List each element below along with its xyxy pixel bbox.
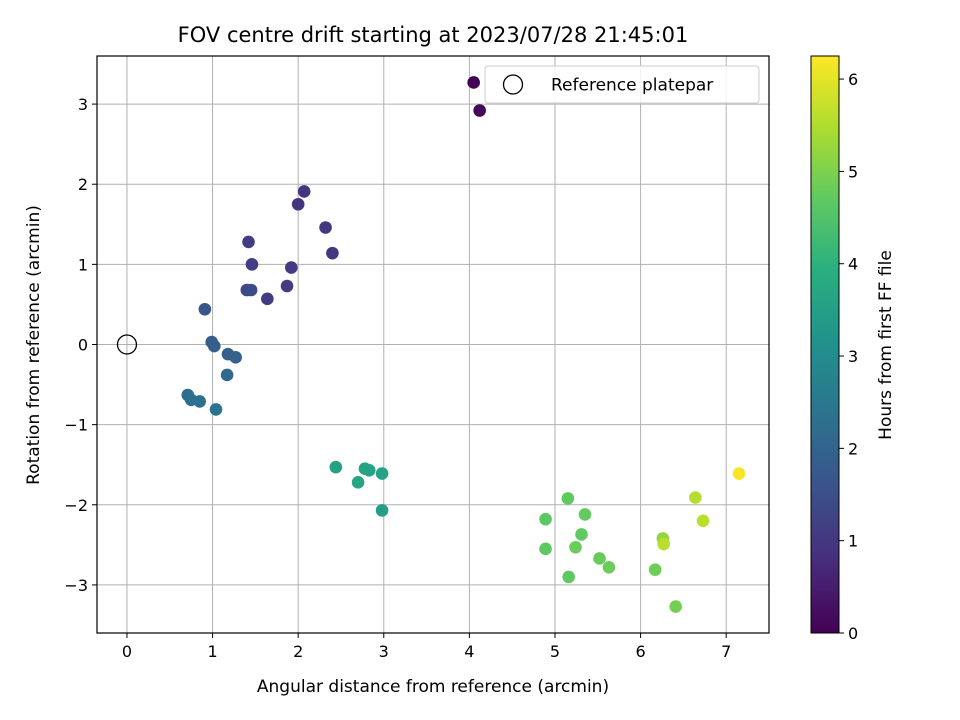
data-point (696, 514, 710, 528)
y-tick-label: −1 (64, 416, 88, 435)
x-tick-label: 5 (550, 642, 560, 661)
data-point (245, 258, 259, 271)
data-point (375, 504, 389, 517)
data-point (229, 351, 242, 364)
data-point (562, 570, 575, 584)
y-tick-label: 2 (78, 175, 88, 194)
colorbar-tick-label: 6 (848, 70, 858, 89)
x-tick-label: 7 (721, 642, 731, 661)
data-point (285, 261, 298, 274)
colorbar-tick-label: 5 (848, 162, 858, 181)
x-tick-label: 3 (379, 642, 389, 661)
legend-entry-reference-platepar: Reference platepar (551, 76, 713, 96)
x-tick-label: 0 (122, 642, 132, 661)
data-point (732, 467, 746, 480)
data-point (575, 528, 588, 541)
x-axis-label: Angular distance from reference (arcmin) (257, 677, 609, 697)
reference-point (116, 334, 138, 355)
data-point (209, 403, 223, 416)
legend: Reference platepar (484, 65, 760, 104)
colorbar-label: Hours from first FF file (876, 250, 896, 440)
legend-marker (502, 74, 524, 95)
y-tick-label: 3 (78, 95, 88, 114)
data-point (689, 491, 702, 504)
reference-marker (116, 334, 138, 355)
y-axis-ticks: −3 −2 −1 0 1 2 3 (64, 95, 97, 595)
data-point (539, 542, 552, 556)
data-point (375, 467, 389, 480)
data-point (539, 512, 552, 526)
data-point (244, 283, 258, 297)
data-point (193, 395, 207, 408)
data-point (220, 368, 234, 382)
colorbar-tick-label: 2 (848, 439, 858, 458)
x-tick-label: 1 (207, 642, 217, 661)
data-point (297, 185, 311, 198)
colorbar: 0 1 2 3 4 5 6 Hours from first FF file (810, 55, 896, 643)
y-tick-label: −3 (64, 576, 88, 595)
colorbar-tick-label: 4 (848, 255, 858, 274)
y-tick-label: 1 (78, 255, 88, 274)
data-point (280, 279, 294, 293)
data-point (593, 552, 606, 565)
x-tick-label: 6 (635, 642, 645, 661)
x-axis-ticks: 0 1 2 3 4 5 6 7 (122, 633, 731, 661)
data-point (648, 563, 662, 576)
data-point (319, 221, 332, 234)
y-tick-label: −2 (64, 496, 88, 515)
data-point (198, 302, 212, 316)
data-point (467, 76, 480, 89)
y-axis-label: Rotation from reference (arcmin) (24, 205, 44, 485)
data-point (561, 492, 575, 505)
data-point (473, 104, 486, 117)
data-point (261, 292, 274, 306)
x-tick-label: 2 (293, 642, 303, 661)
data-point (329, 460, 343, 474)
legend-box (484, 65, 760, 104)
colorbar-ticks: 0 1 2 3 4 5 6 (839, 70, 858, 643)
colorbar-tick-label: 1 (848, 532, 858, 551)
data-point (207, 339, 221, 353)
x-tick-label: 4 (464, 642, 474, 661)
data-point (242, 235, 255, 249)
colorbar-tick-label: 0 (848, 624, 858, 643)
chart-title: FOV centre drift starting at 2023/07/28 … (178, 23, 689, 47)
data-point (326, 246, 339, 260)
data-point (569, 540, 582, 554)
colorbar-tick-label: 3 (848, 347, 858, 366)
data-point (351, 476, 365, 489)
data-point (602, 560, 616, 574)
data-point (578, 508, 592, 521)
data-point (291, 197, 305, 211)
data-points (181, 76, 746, 613)
data-point (362, 464, 376, 477)
y-tick-label: 0 (78, 336, 88, 355)
colorbar-gradient (810, 55, 840, 634)
data-point (669, 600, 682, 613)
data-point (657, 537, 671, 551)
